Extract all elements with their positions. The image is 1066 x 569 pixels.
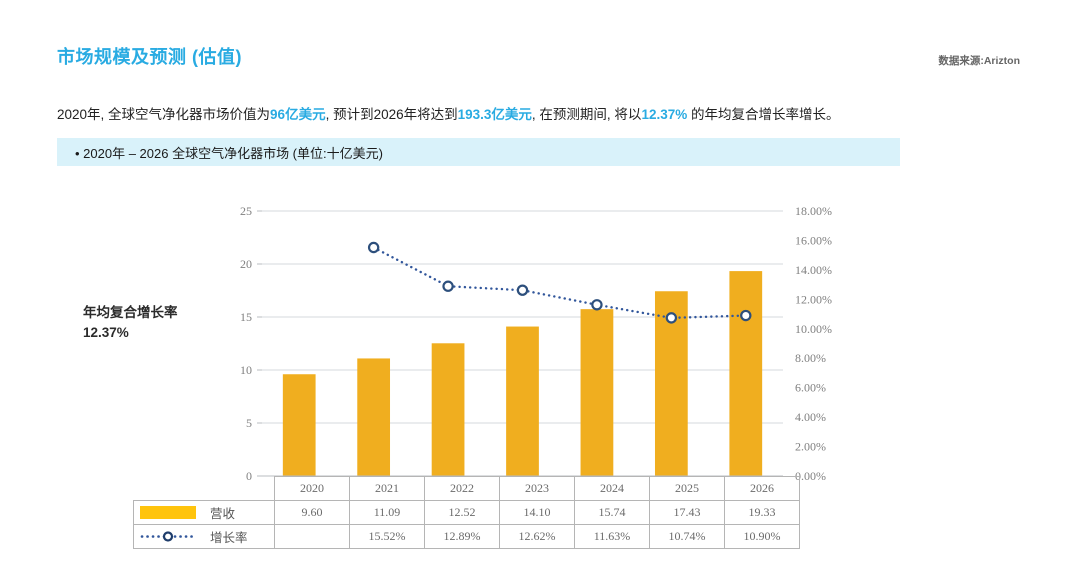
table-cell-year: 2023 [499,476,575,501]
left-axis-label: 20 [240,257,252,271]
summary-value-2020: 96亿美元 [270,107,326,122]
legend-revenue-label: 营收 [210,507,236,521]
right-axis-label: 6.00% [795,381,826,395]
page-title: 市场规模及预测 (估值) [57,47,242,67]
chart-subtitle-banner: • 2020年 – 2026 全球空气净化器市场 (单位:十亿美元) [57,138,900,166]
chart-trend-marker [367,241,380,254]
table-cell-empty-corner [134,477,275,501]
right-axis-label: 18.00% [795,204,832,218]
table-cell-growth: 12.62% [499,524,575,549]
left-axis-label: 25 [240,204,252,218]
table-cell-year: 2020 [274,476,350,501]
chart-trend-marker [442,280,454,292]
chart-bar [506,326,539,476]
summary-text-part3: , 在预测期间, 将以 [531,107,642,122]
left-axis-label: 10 [240,363,252,377]
chart-bar [580,309,614,476]
summary-text-part2: , 预计到2026年将达到 [325,107,458,122]
left-axis-label: 15 [240,310,252,324]
right-axis-label: 10.00% [795,322,832,336]
right-axis-label: 4.00% [795,410,826,424]
table-cell-revenue: 12.52 [424,500,500,525]
table-cell-year: 2021 [349,476,425,501]
table-cell-revenue: 19.33 [724,500,800,525]
chart-bar [431,343,465,476]
legend-growth-label: 增长率 [210,531,248,545]
table-cell-growth: 11.63% [574,524,650,549]
table-row-revenue: 营收 9.60 11.09 12.52 14.10 15.74 17.43 19.33 [133,500,800,525]
chart-subtitle-text: • 2020年 – 2026 全球空气净化器市场 (单位:十亿美元) [75,145,383,161]
summary-value-2026: 193.3亿美元 [457,107,532,122]
right-axis-label: 2.00% [795,440,826,454]
chart-bar [729,271,763,476]
cagr-annotation-label: 年均复合增长率 [83,305,178,320]
table-cell-growth: 10.90% [724,524,800,549]
table-cell-growth: 12.89% [424,524,500,549]
table-cell-revenue: 15.74 [574,500,650,525]
cagr-annotation: 年均复合增长率 12.37% [83,303,178,344]
chart-trend-marker [516,284,529,296]
chart-data-table: 2020 2021 2022 2023 2024 2025 2026 营收 9.60 11.0… [133,476,800,549]
right-axis-label: 14.00% [795,263,832,277]
data-source-label: 数据来源:Arizton [938,55,1020,67]
table-cell-year: 2022 [424,476,500,501]
chart-bar [282,374,316,476]
chart-trend-marker [665,312,678,324]
right-axis-label: 12.00% [795,292,832,306]
right-axis-label: 8.00% [795,351,826,365]
legend-dotted-line-icon [140,531,196,542]
summary-text-part1: 2020年, 全球空气净化器市场价值为 [57,107,271,122]
chart-trend-marker [740,309,752,322]
chart-trend-line [372,246,747,320]
table-row-growth: 增长率 15.52% 12.89% 12.62% 11.63% 10.74% 10.90% [133,524,800,549]
chart-bar [654,291,688,476]
summary-text-part4: 的年均复合增长率增长。 [687,107,840,122]
table-row-years: 2020 2021 2022 2023 2024 2025 2026 [134,476,800,501]
table-cell-revenue: 14.10 [499,500,575,525]
left-axis-label: 5 [246,416,252,430]
cagr-annotation-value: 12.37% [83,325,129,341]
legend-revenue: 营收 [133,500,275,525]
table-cell-revenue: 17.43 [649,500,725,525]
chart-bar [357,358,391,476]
table-cell-growth: 10.74% [649,524,725,549]
table-cell-revenue: 9.60 [274,500,350,525]
table-cell-revenue: 11.09 [349,500,425,525]
right-axis-label: 16.00% [795,233,832,247]
table-cell-growth: 15.52% [349,524,425,549]
table-cell-year: 2026 [724,476,800,501]
legend-swatch-icon [140,506,196,519]
table-cell-year: 2025 [649,476,725,501]
chart-trend-marker [591,299,603,311]
table-cell-year: 2024 [574,476,650,501]
legend-growth: 增长率 [133,524,275,549]
summary-paragraph: 2020年, 全球空气净化器市场价值为96亿美元, 预计到2026年将达到193… [57,106,840,125]
table-cell-growth [274,524,350,549]
summary-value-cagr: 12.37% [641,107,688,122]
